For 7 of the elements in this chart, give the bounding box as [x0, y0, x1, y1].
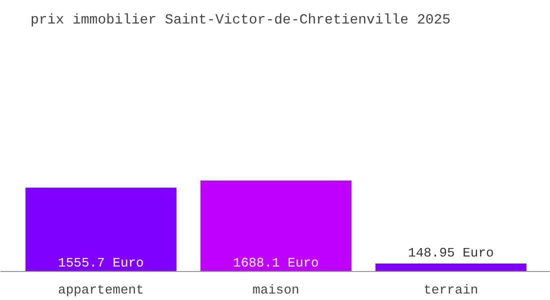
x-tick-label: appartement: [58, 282, 144, 298]
x-tick-label: maison: [252, 282, 300, 298]
data-label: 1688.1 Euro: [233, 256, 319, 270]
x-tick-label: terrain: [424, 282, 478, 298]
data-label: 148.95 Euro: [408, 245, 494, 260]
data-label: 1555.7 Euro: [58, 256, 144, 270]
chart-title: prix immobilier Saint-Victor-de-Chretienville 2025: [30, 12, 451, 28]
